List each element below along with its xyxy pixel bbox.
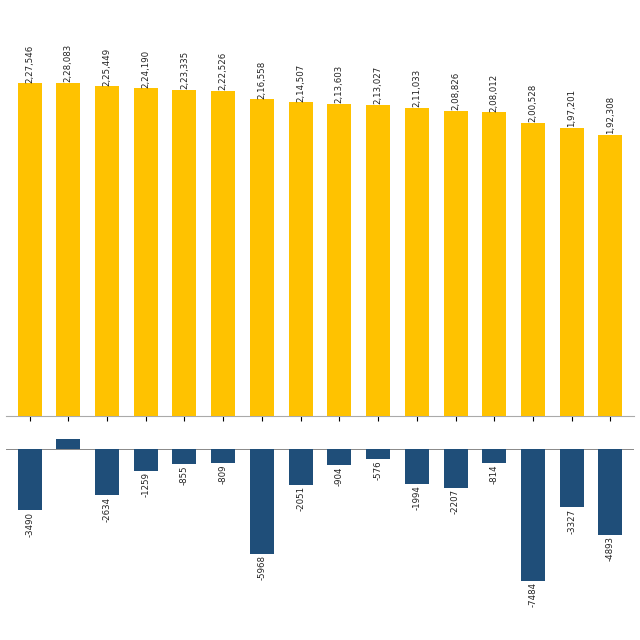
Text: 1,97,201: 1,97,201 bbox=[567, 89, 576, 127]
Text: -1259: -1259 bbox=[141, 472, 150, 497]
Text: -4893: -4893 bbox=[606, 536, 615, 561]
Bar bbox=[327, 104, 351, 416]
Text: -814: -814 bbox=[490, 465, 499, 484]
Text: 2,13,027: 2,13,027 bbox=[374, 66, 383, 104]
Text: 2,08,012: 2,08,012 bbox=[490, 73, 499, 111]
Text: -2207: -2207 bbox=[451, 489, 460, 514]
Bar bbox=[211, 449, 236, 463]
Text: -3327: -3327 bbox=[567, 509, 576, 534]
Bar bbox=[18, 449, 42, 510]
Bar bbox=[173, 90, 196, 416]
Text: -2634: -2634 bbox=[102, 497, 111, 522]
Bar bbox=[18, 83, 42, 416]
Bar bbox=[173, 449, 196, 464]
Bar bbox=[404, 449, 429, 484]
Text: 2,13,603: 2,13,603 bbox=[335, 65, 344, 103]
Text: 2,14,507: 2,14,507 bbox=[296, 64, 305, 102]
Bar bbox=[598, 449, 622, 535]
Bar bbox=[250, 99, 274, 416]
Text: -809: -809 bbox=[219, 465, 228, 484]
Text: -7484: -7484 bbox=[529, 582, 538, 607]
Text: 2,16,558: 2,16,558 bbox=[257, 61, 266, 99]
Bar bbox=[95, 449, 119, 495]
Bar bbox=[289, 449, 313, 485]
Bar bbox=[56, 83, 81, 416]
Text: Change in number of active cases in the p: Change in number of active cases in the … bbox=[6, 26, 486, 45]
Text: 2,25,449: 2,25,449 bbox=[102, 48, 111, 86]
Bar bbox=[482, 449, 506, 463]
Bar bbox=[327, 449, 351, 465]
Text: -5968: -5968 bbox=[257, 556, 266, 580]
Bar bbox=[559, 449, 584, 508]
Bar bbox=[211, 91, 236, 416]
Bar bbox=[366, 104, 390, 416]
Text: 2,08,826: 2,08,826 bbox=[451, 72, 460, 110]
Bar bbox=[444, 449, 467, 488]
Text: 2,24,190: 2,24,190 bbox=[141, 50, 150, 88]
Bar bbox=[134, 88, 158, 416]
Text: 2,11,033: 2,11,033 bbox=[412, 69, 421, 107]
Text: -904: -904 bbox=[335, 466, 344, 486]
Text: 2,23,335: 2,23,335 bbox=[180, 51, 189, 89]
Text: 1,92,308: 1,92,308 bbox=[606, 97, 615, 134]
Text: -576: -576 bbox=[374, 460, 383, 480]
Bar bbox=[482, 112, 506, 416]
Bar bbox=[521, 123, 545, 416]
Bar bbox=[95, 86, 119, 416]
Bar bbox=[366, 449, 390, 459]
Bar bbox=[559, 128, 584, 416]
Bar bbox=[134, 449, 158, 471]
Text: 2,28,083: 2,28,083 bbox=[64, 44, 73, 82]
Text: -3490: -3490 bbox=[25, 511, 34, 536]
Text: -855: -855 bbox=[180, 465, 189, 485]
Text: 2,27,546: 2,27,546 bbox=[25, 45, 34, 83]
Bar bbox=[289, 102, 313, 416]
Text: 2,00,528: 2,00,528 bbox=[529, 84, 538, 122]
Text: -2051: -2051 bbox=[296, 486, 305, 511]
Bar bbox=[598, 135, 622, 416]
Bar bbox=[444, 111, 467, 416]
Bar bbox=[521, 449, 545, 580]
Bar bbox=[56, 439, 81, 449]
Bar bbox=[404, 108, 429, 416]
Text: -1994: -1994 bbox=[412, 485, 421, 510]
Text: 2,22,526: 2,22,526 bbox=[219, 52, 228, 90]
Bar bbox=[250, 449, 274, 554]
